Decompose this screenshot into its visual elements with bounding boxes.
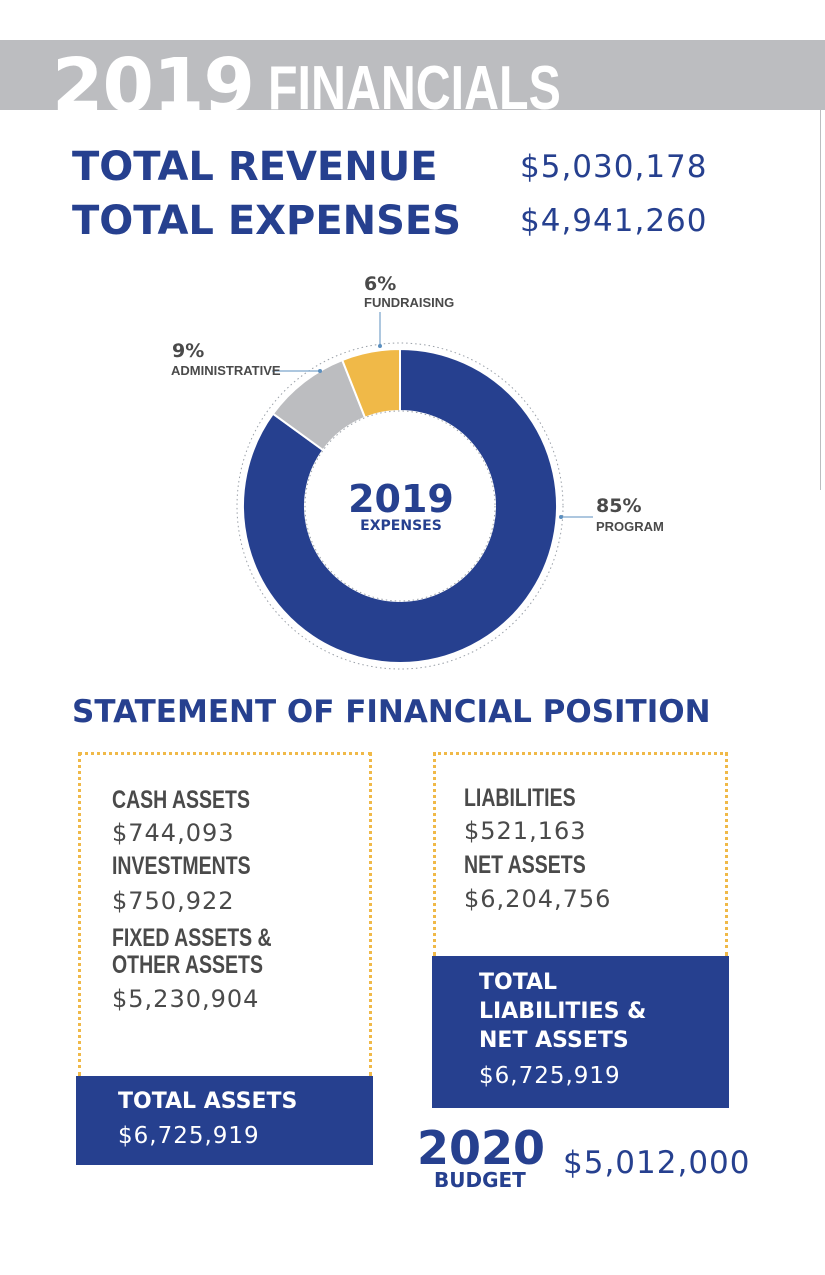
fundraising-leader-dot bbox=[378, 344, 382, 348]
donut-outer-dotted-ring bbox=[236, 342, 564, 670]
investments-label: INVESTMENTS bbox=[112, 852, 251, 880]
net-assets-value: $6,204,756 bbox=[464, 885, 612, 913]
cash-assets-value: $744,093 bbox=[112, 819, 235, 847]
program-pct-label: 85% bbox=[596, 495, 641, 517]
total-expenses-value: $4,941,260 bbox=[520, 203, 708, 239]
administrative-leader-dot bbox=[318, 369, 322, 373]
total-liabilities-label-line3: NET ASSETS bbox=[479, 1028, 629, 1053]
total-liabilities-label-line1: TOTAL bbox=[479, 970, 558, 995]
donut-center-title: 2019 bbox=[348, 477, 454, 521]
header-year: 2019 bbox=[52, 43, 255, 110]
donut-inner-dotted-ring bbox=[304, 410, 496, 602]
donut-slices bbox=[242, 347, 558, 664]
total-liabilities-value: $6,725,919 bbox=[479, 1063, 621, 1089]
total-expenses-label: TOTAL EXPENSES bbox=[72, 198, 462, 244]
total-liabilities-label-line2: LIABILITIES & bbox=[479, 999, 647, 1024]
budget-year: 2020 bbox=[417, 1121, 546, 1175]
expenses-donut-chart: 2019 EXPENSES 6% FUNDRAISING 9% ADMINIST… bbox=[171, 273, 664, 670]
administrative-pct-label: 9% bbox=[172, 340, 204, 362]
fixed-assets-label-line2: OTHER ASSETS bbox=[112, 951, 263, 979]
fundraising-pct-label: 6% bbox=[364, 273, 396, 295]
fundraising-name-label: FUNDRAISING bbox=[364, 295, 454, 310]
total-revenue-value: $5,030,178 bbox=[520, 149, 708, 185]
cash-assets-label: CASH ASSETS bbox=[112, 786, 250, 814]
liabilities-dotted-box bbox=[433, 752, 728, 956]
total-assets-box: TOTAL ASSETS $6,725,919 bbox=[76, 1076, 373, 1165]
total-liabilities-box: TOTAL LIABILITIES & NET ASSETS $6,725,91… bbox=[432, 956, 729, 1108]
administrative-name-label: ADMINISTRATIVE bbox=[171, 363, 281, 378]
liabilities-label: LIABILITIES bbox=[464, 784, 576, 812]
right-divider bbox=[820, 110, 821, 490]
donut-center-subtitle: EXPENSES bbox=[360, 518, 442, 534]
total-assets-value: $6,725,919 bbox=[118, 1123, 260, 1149]
net-assets-label: NET ASSETS bbox=[464, 851, 586, 879]
total-assets-label: TOTAL ASSETS bbox=[118, 1089, 298, 1114]
fixed-assets-value: $5,230,904 bbox=[112, 985, 260, 1013]
investments-value: $750,922 bbox=[112, 887, 235, 915]
budget-value: $5,012,000 bbox=[563, 1145, 751, 1181]
liabilities-value: $521,163 bbox=[464, 817, 587, 845]
program-name-label: PROGRAM bbox=[596, 519, 664, 534]
assets-dotted-box bbox=[78, 752, 372, 1076]
program-leader-dot bbox=[559, 515, 563, 519]
header-band: 2019 FINANCIALS bbox=[0, 40, 825, 110]
statement-title: STATEMENT OF FINANCIAL POSITION bbox=[72, 694, 711, 730]
header-title: FINANCIALS bbox=[268, 54, 561, 110]
budget-label: BUDGET bbox=[434, 1168, 526, 1192]
fixed-assets-label-line1: FIXED ASSETS & bbox=[112, 924, 272, 952]
total-revenue-label: TOTAL REVENUE bbox=[72, 144, 438, 190]
